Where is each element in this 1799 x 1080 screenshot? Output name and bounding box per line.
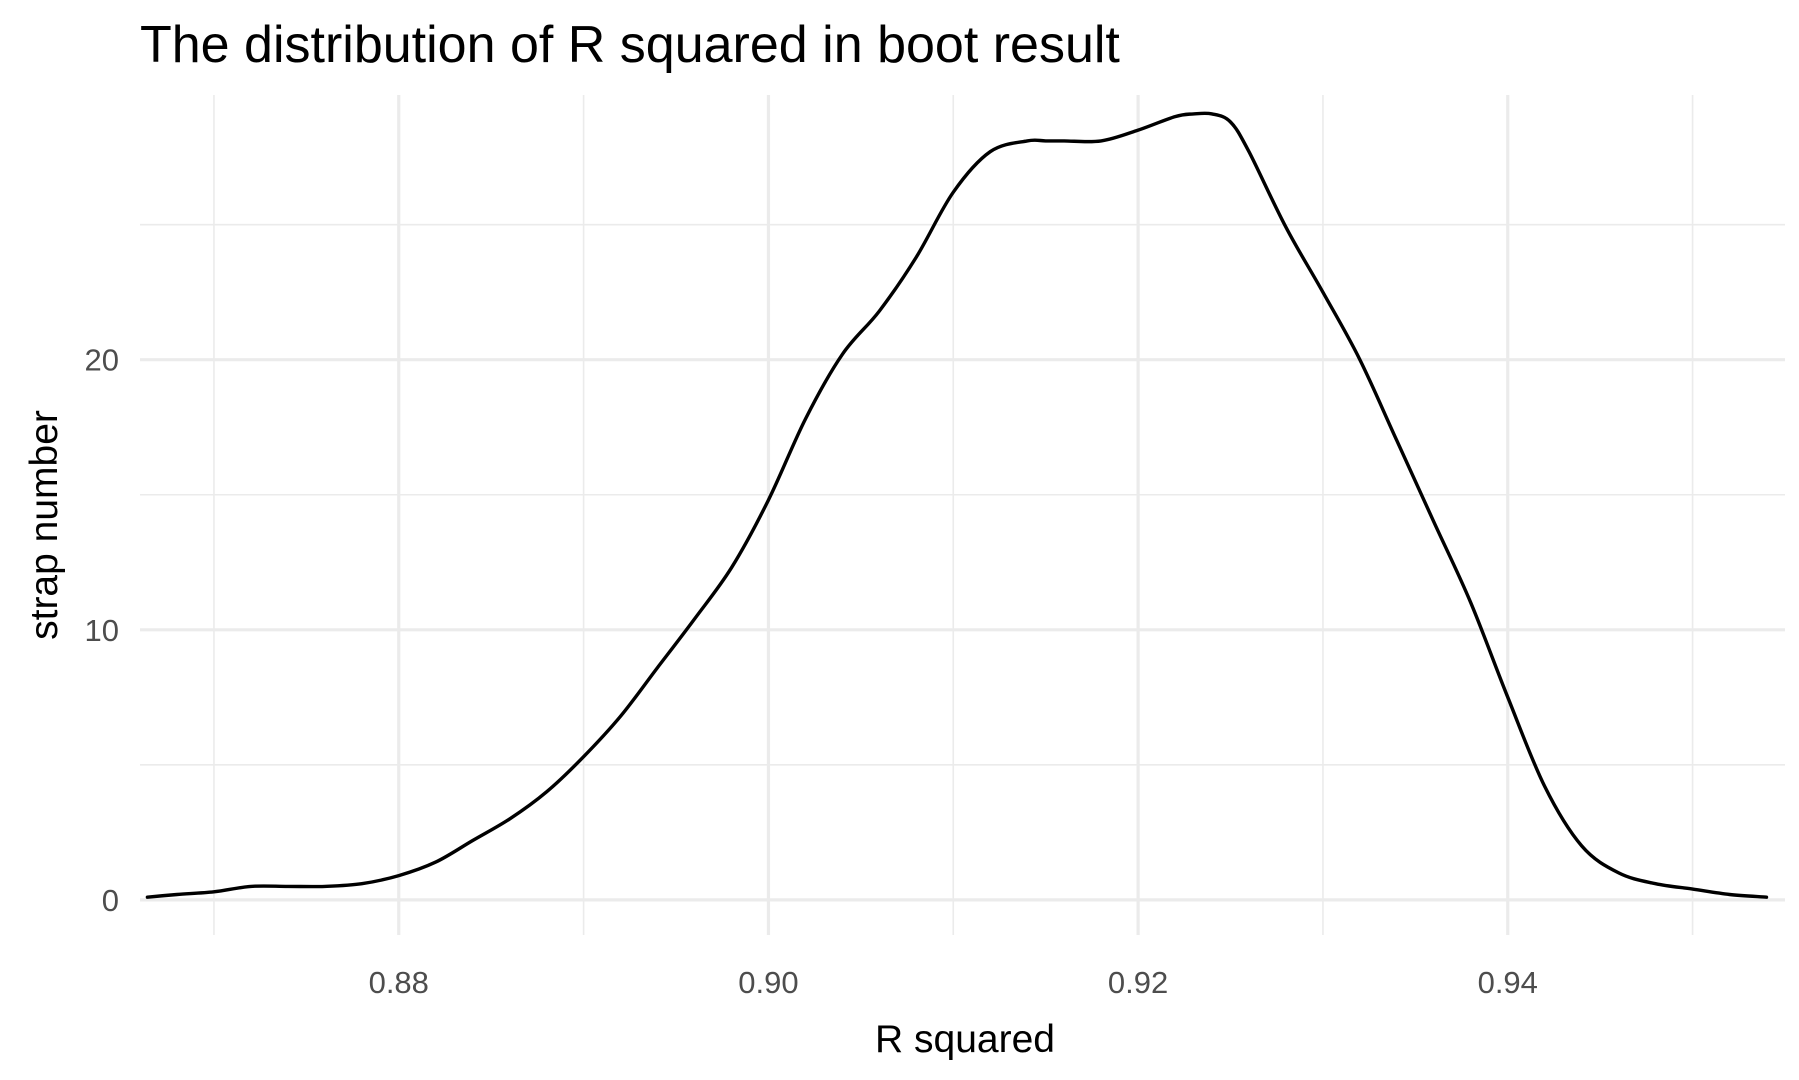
y-tick-label-1: 10 — [85, 613, 119, 648]
x-axis-tick-labels: 0.88 0.90 0.92 0.94 — [369, 965, 1538, 1000]
plot-panel — [145, 111, 1769, 899]
y-axis-tick-labels: 0 10 20 — [85, 343, 119, 918]
x-tick-label-2: 0.92 — [1108, 965, 1168, 1000]
x-axis-title: R squared — [875, 1018, 1055, 1061]
chart-title: The distribution of R squared in boot re… — [140, 16, 1120, 74]
x-tick-label-0: 0.88 — [369, 965, 429, 1000]
major-gridlines — [140, 95, 1785, 935]
minor-gridlines — [140, 95, 1785, 935]
x-tick-label-1: 0.90 — [738, 965, 798, 1000]
density-curve-0 — [145, 111, 1769, 899]
y-tick-label-2: 20 — [85, 343, 119, 378]
y-axis-title: strap number — [23, 410, 66, 640]
y-tick-label-0: 0 — [102, 883, 119, 918]
x-tick-label-3: 0.94 — [1478, 965, 1538, 1000]
